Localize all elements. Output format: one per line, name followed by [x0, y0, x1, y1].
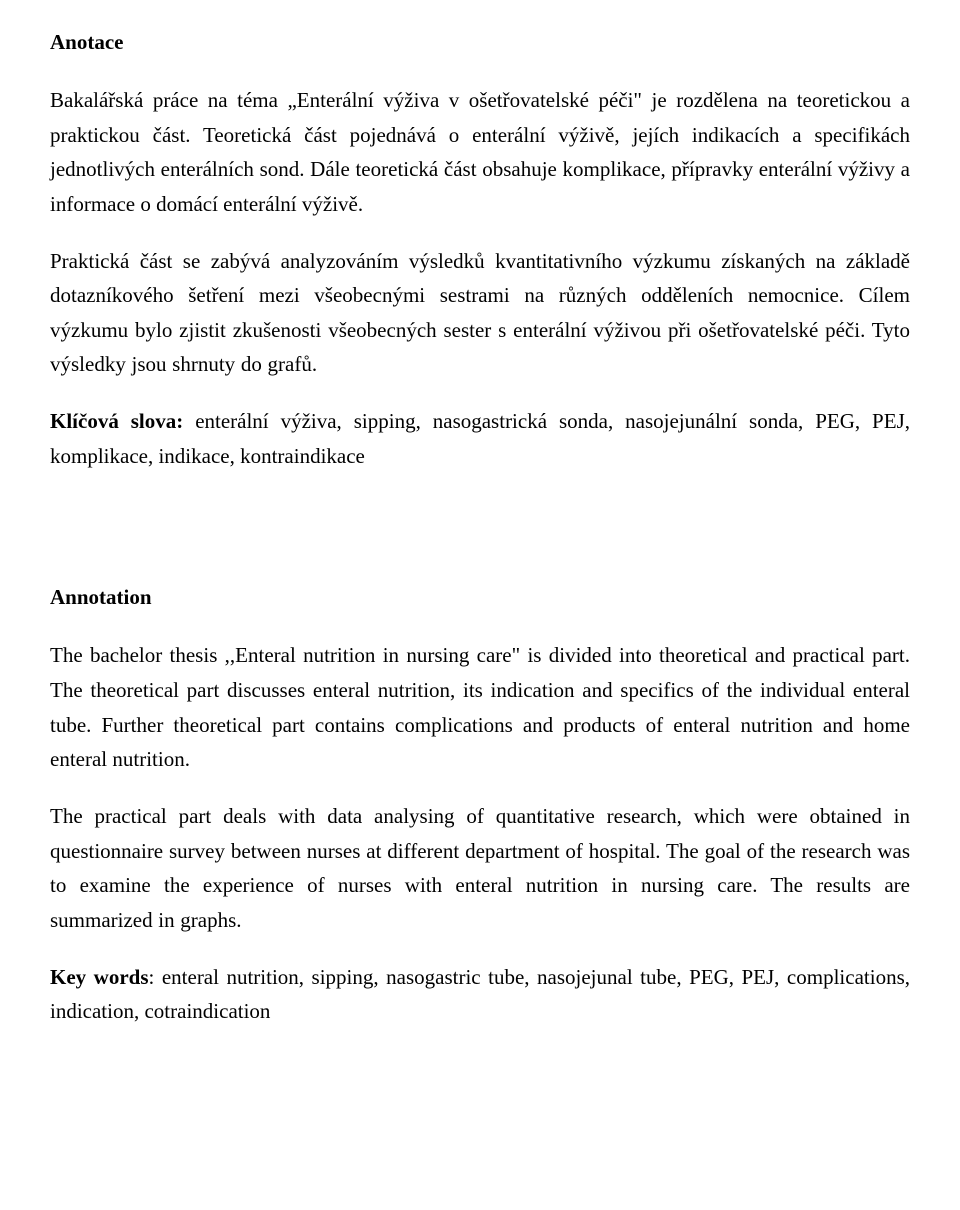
document-page: Anotace Bakalářská práce na téma „Enterá… — [0, 0, 960, 1091]
keywords-en-label: Key words — [50, 965, 149, 989]
keywords-en-text: : enteral nutrition, sipping, nasogastri… — [50, 965, 910, 1024]
heading-anotace: Anotace — [50, 30, 910, 55]
paragraph-en-2: The practical part deals with data analy… — [50, 799, 910, 938]
keywords-cs-label: Klíčová slova: — [50, 409, 195, 433]
paragraph-cs-2: Praktická část se zabývá analyzováním vý… — [50, 244, 910, 383]
keywords-cs: Klíčová slova: enterální výživa, sipping… — [50, 404, 910, 473]
keywords-en: Key words: enteral nutrition, sipping, n… — [50, 960, 910, 1029]
paragraph-en-1: The bachelor thesis ,,Enteral nutrition … — [50, 638, 910, 777]
section-divider — [50, 495, 910, 585]
paragraph-cs-1: Bakalářská práce na téma „Enterální výži… — [50, 83, 910, 222]
heading-annotation: Annotation — [50, 585, 910, 610]
